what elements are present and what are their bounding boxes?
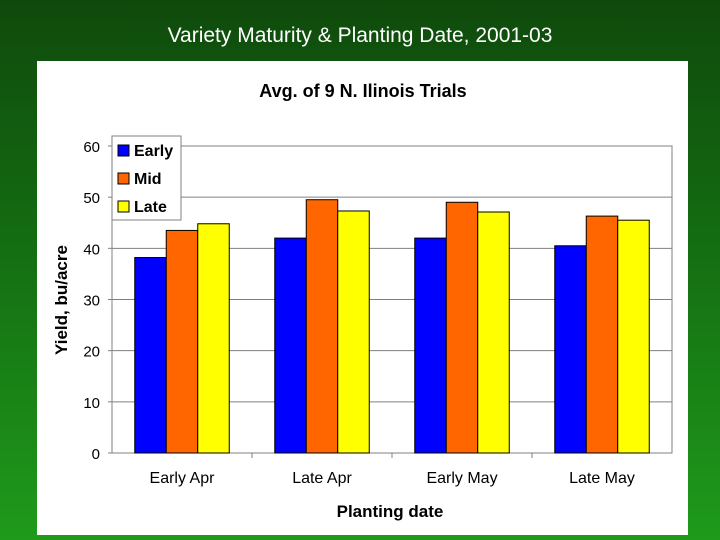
legend-label-early: Early <box>134 143 173 160</box>
y-tick-label: 60 <box>83 139 100 156</box>
bar-late-early-may <box>477 211 510 454</box>
chart-title: Avg. of 9 N. Ilinois Trials <box>259 81 466 101</box>
legend-label-mid: Mid <box>134 171 162 188</box>
x-axis-label: Planting date <box>337 502 444 521</box>
bar-mid-early-apr <box>165 229 199 454</box>
y-tick-label: 40 <box>83 241 100 258</box>
bar-early-late-may <box>554 245 587 454</box>
slide-title: Variety Maturity & Planting Date, 2001-0… <box>167 24 553 47</box>
legend: Early Mid Late <box>111 135 182 221</box>
y-tick-label: 0 <box>92 446 100 463</box>
bar-early-late-apr <box>274 237 307 454</box>
legend-swatch-late <box>117 200 130 213</box>
y-tick-label: 20 <box>83 344 100 361</box>
x-tick-label: Late May <box>569 470 635 487</box>
y-tick-label: 10 <box>83 395 100 412</box>
legend-label-late: Late <box>134 199 167 216</box>
legend-swatch-early <box>117 144 130 157</box>
bar-mid-late-apr <box>305 199 339 454</box>
y-axis-ticks: 0 10 20 30 40 50 60 <box>83 139 112 463</box>
x-tick-label: Late Apr <box>292 470 352 487</box>
bar-early-early-may <box>414 237 447 454</box>
bar-early-early-apr <box>134 257 167 454</box>
y-tick-label: 50 <box>83 190 100 207</box>
legend-swatch-mid <box>117 172 130 185</box>
bar-mid-late-may <box>585 215 619 454</box>
x-tick-label: Early May <box>426 470 497 487</box>
x-axis-ticks: Early Apr Late Apr Early May Late May <box>150 453 635 487</box>
bar-late-early-apr <box>197 223 230 454</box>
bar-mid-early-may <box>445 201 479 454</box>
x-tick-label: Early Apr <box>150 470 216 487</box>
bar-late-late-apr <box>337 210 370 454</box>
y-axis-label: Yield, bu/acre <box>52 245 71 355</box>
y-tick-label: 30 <box>83 293 100 310</box>
bars <box>134 199 650 454</box>
bar-late-late-may <box>617 219 650 454</box>
